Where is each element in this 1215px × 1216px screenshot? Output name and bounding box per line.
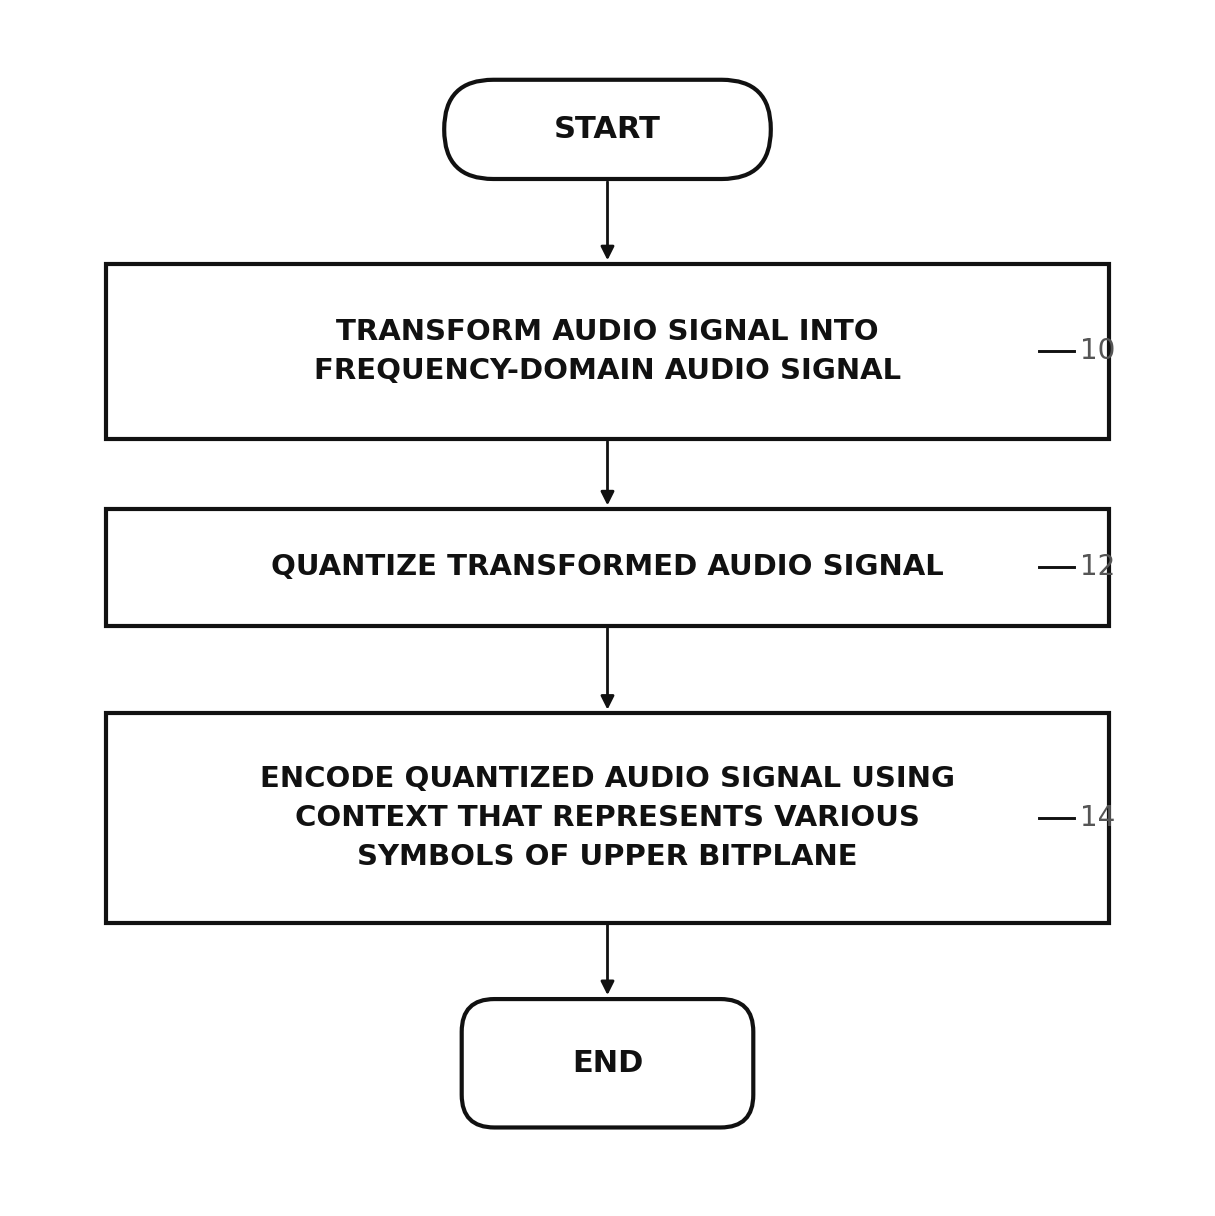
FancyBboxPatch shape [462,1000,753,1127]
Bar [106,264,1109,439]
Text: 14: 14 [1080,804,1115,832]
Text: 12: 12 [1080,553,1115,581]
Text: QUANTIZE TRANSFORMED AUDIO SIGNAL: QUANTIZE TRANSFORMED AUDIO SIGNAL [271,553,944,581]
Text: END: END [572,1048,643,1077]
Text: 10: 10 [1080,337,1115,365]
Bar [106,508,1109,625]
Text: START: START [554,114,661,143]
Text: TRANSFORM AUDIO SIGNAL INTO
FREQUENCY-DOMAIN AUDIO SIGNAL: TRANSFORM AUDIO SIGNAL INTO FREQUENCY-DO… [313,317,902,384]
Text: ENCODE QUANTIZED AUDIO SIGNAL USING
CONTEXT THAT REPRESENTS VARIOUS
SYMBOLS OF U: ENCODE QUANTIZED AUDIO SIGNAL USING CONT… [260,765,955,871]
Bar [106,713,1109,923]
FancyBboxPatch shape [445,80,770,179]
